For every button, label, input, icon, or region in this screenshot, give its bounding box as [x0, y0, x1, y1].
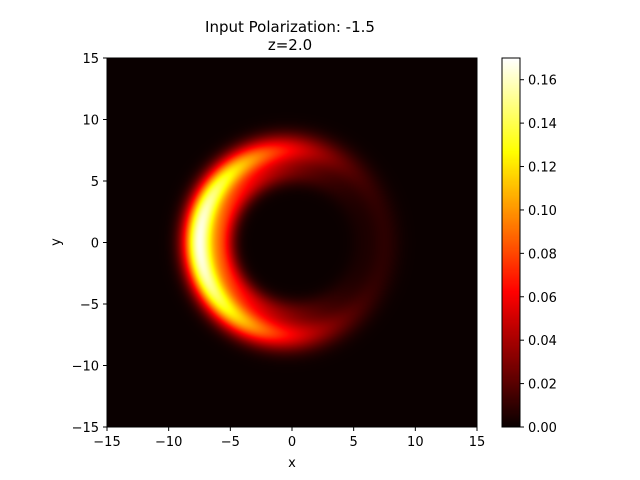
y-tick-label: 0 — [91, 237, 99, 252]
x-tick-label: −5 — [221, 435, 240, 450]
x-tick-label: 15 — [469, 435, 486, 450]
y-axis-label: y — [49, 238, 64, 246]
x-axis-label: x — [288, 456, 296, 471]
y-tick-label: 15 — [82, 52, 99, 67]
y-tick-label: −10 — [72, 360, 99, 375]
colorbar-ticks: 0.00 0.02 0.04 0.06 0.08 0.10 0.12 0.14 0.16 — [520, 74, 557, 436]
colorbar-frame — [501, 57, 521, 428]
x-tick-label: −15 — [93, 435, 120, 450]
x-tick-label: 10 — [407, 435, 424, 450]
y-tick-label: 5 — [91, 175, 99, 190]
x-tick-label: 5 — [350, 435, 358, 450]
chart-subtitle: z=2.0 — [268, 36, 312, 54]
colorbar-tick-label: 0.08 — [528, 247, 557, 262]
y-tick-label: −5 — [80, 298, 99, 313]
colorbar-tick-label: 0.04 — [528, 334, 557, 349]
colorbar-tick-label: 0.00 — [528, 421, 557, 436]
x-tick-label: −10 — [155, 435, 182, 450]
plot-area — [106, 57, 478, 428]
colorbar-tick-label: 0.06 — [528, 291, 557, 306]
colorbar-tick-label: 0.02 — [528, 378, 557, 393]
colorbar-tick-label: 0.16 — [528, 74, 557, 89]
colorbar-tick-label: 0.14 — [528, 117, 557, 132]
chart-title: Input Polarization: -1.5 — [205, 18, 375, 36]
x-tick-label: 0 — [288, 435, 296, 450]
x-axis: −15 −10 −5 0 5 10 15 — [93, 427, 485, 450]
heatmap-image — [107, 58, 477, 427]
y-tick-label: 10 — [82, 114, 99, 129]
y-tick-label: −15 — [72, 421, 99, 436]
colorbar: 0.00 0.02 0.04 0.06 0.08 0.10 0.12 0.14 0.16 — [501, 57, 557, 436]
colorbar-gradient — [502, 58, 520, 427]
colorbar-tick-label: 0.12 — [528, 161, 557, 176]
colorbar-tick-label: 0.10 — [528, 204, 557, 219]
y-axis: −15 −10 −5 0 5 10 15 — [72, 52, 107, 436]
